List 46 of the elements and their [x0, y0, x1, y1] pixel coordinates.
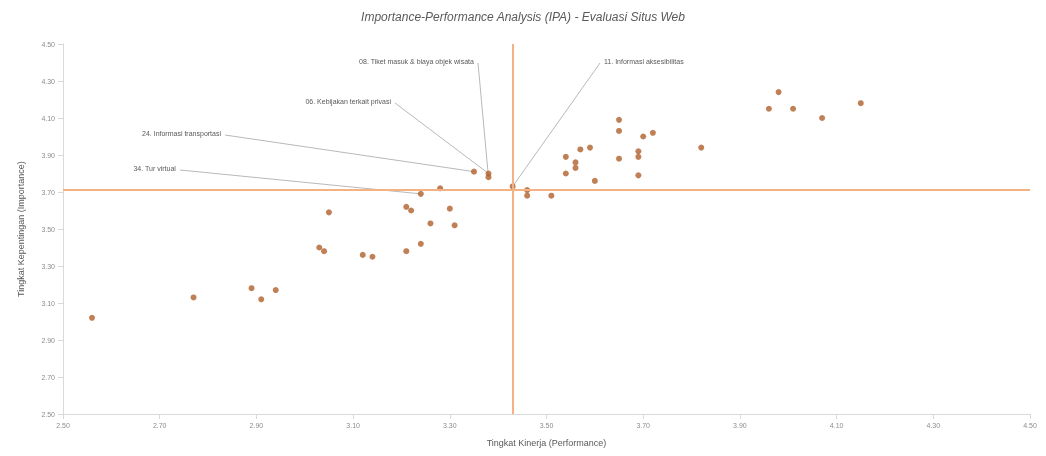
point	[616, 155, 623, 162]
point	[819, 115, 826, 121]
point	[369, 253, 376, 260]
point	[616, 127, 623, 134]
point	[790, 105, 797, 112]
y-axis-title: Tingkat Kepentingan (Importance)	[15, 161, 26, 297]
point	[635, 148, 642, 155]
point	[857, 100, 864, 107]
point	[640, 133, 647, 140]
point	[417, 190, 424, 197]
point	[408, 207, 415, 214]
point	[616, 116, 623, 123]
x-axis-title: Tingkat Kinerja (Performance)	[486, 437, 607, 448]
point	[635, 172, 642, 179]
point	[775, 89, 782, 96]
point	[649, 129, 656, 136]
point	[698, 144, 705, 151]
point	[316, 244, 323, 251]
point	[403, 203, 410, 210]
point	[258, 296, 265, 303]
point	[427, 220, 434, 227]
point	[325, 209, 332, 216]
point	[572, 164, 579, 171]
point	[248, 285, 255, 292]
point	[524, 192, 531, 199]
point	[591, 177, 598, 184]
chart-title: Importance-Performance Analysis (IPA) - Evaluasi Situs Web	[361, 10, 686, 24]
point	[577, 146, 584, 153]
point	[359, 251, 366, 258]
point	[562, 153, 569, 160]
point	[485, 174, 492, 181]
point	[572, 159, 579, 166]
point	[470, 168, 477, 175]
point	[562, 170, 569, 177]
point	[548, 192, 555, 199]
point	[635, 153, 642, 160]
point	[587, 144, 594, 151]
point	[190, 294, 197, 301]
point	[403, 248, 410, 255]
point	[417, 240, 424, 247]
point	[89, 314, 96, 321]
point	[321, 248, 328, 255]
point	[451, 222, 458, 229]
point	[765, 105, 772, 112]
point	[446, 205, 453, 212]
point	[272, 287, 279, 294]
